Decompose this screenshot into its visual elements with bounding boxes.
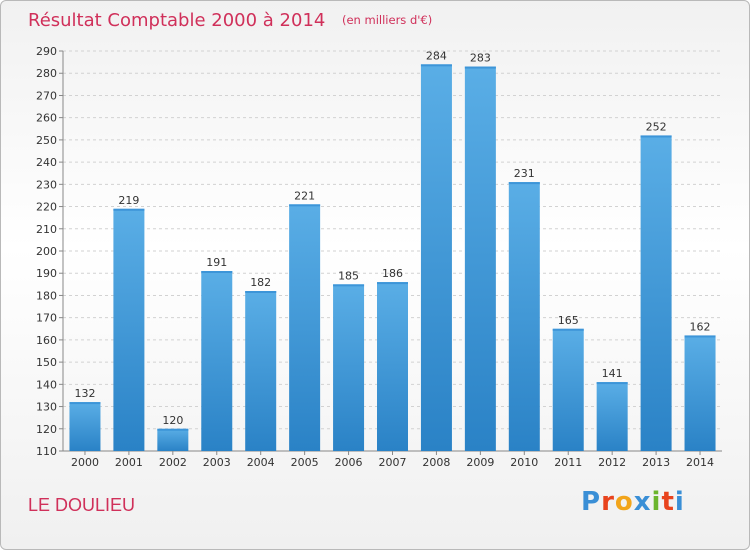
bar-top-edge <box>69 402 101 405</box>
bar-2011 <box>552 328 584 451</box>
y-tick-label: 270 <box>36 89 57 102</box>
data-label: 252 <box>646 120 667 133</box>
y-tick-label: 240 <box>36 156 57 169</box>
y-tick-label: 280 <box>36 67 57 80</box>
y-tick-label: 230 <box>36 178 57 191</box>
bar-top-edge <box>113 208 145 211</box>
commune-name: LE DOULIEU <box>28 495 136 515</box>
x-tick-label: 2008 <box>422 456 450 469</box>
chart-title: Résultat Comptable 2000 à 2014 <box>28 10 325 31</box>
bar-top-edge <box>377 282 408 285</box>
x-tick-label: 2005 <box>291 456 319 469</box>
bar-2001 <box>113 208 145 451</box>
data-label: 182 <box>250 276 271 289</box>
data-label: 141 <box>602 367 623 380</box>
bar-2006 <box>333 284 365 451</box>
bar-top-edge <box>640 135 672 138</box>
chart-unit: (en milliers d'€) <box>342 13 432 27</box>
bar-top-edge <box>684 335 716 338</box>
x-tick-label: 2001 <box>115 456 143 469</box>
bar-2000 <box>69 402 101 451</box>
logo-letter: o <box>614 487 634 517</box>
bar-2013 <box>640 135 672 451</box>
bar-top-edge <box>289 204 321 207</box>
data-label: 231 <box>514 167 535 180</box>
y-tick-label: 210 <box>36 223 57 236</box>
proxiti-logo: Proxiti <box>581 487 685 517</box>
data-label: 283 <box>470 52 491 65</box>
x-tick-label: 2003 <box>203 456 231 469</box>
bar-2014 <box>684 335 716 451</box>
y-tick-label: 120 <box>36 423 57 436</box>
y-tick-label: 200 <box>36 245 57 258</box>
y-tick-label: 250 <box>36 134 57 147</box>
axes: 110 120 130 140 150 160 170 180 190 200 210 220 230 2… <box>36 45 722 469</box>
bar-top-edge <box>245 291 277 293</box>
logo-letter: x <box>633 487 652 517</box>
x-tick-label: 2007 <box>379 456 407 469</box>
x-tick-label: 2004 <box>247 456 275 469</box>
bars: 132 219 120 191 182 221 185 186 284 283 231 165 141 2… <box>69 49 716 452</box>
bar-top-edge <box>552 328 584 331</box>
y-tick-label: 130 <box>36 401 57 414</box>
y-tick-label: 260 <box>36 112 57 125</box>
logo-letter: i <box>674 487 685 517</box>
x-tick-label: 2011 <box>554 456 582 469</box>
bar-2005 <box>289 204 321 451</box>
x-tick-label: 2013 <box>642 456 670 469</box>
y-tick-label: 190 <box>36 267 57 280</box>
logo-letter: P <box>581 487 602 517</box>
bar-2003 <box>201 271 233 451</box>
data-label: 165 <box>558 314 579 327</box>
y-tick-label: 170 <box>36 312 57 325</box>
bar-2010 <box>508 182 540 451</box>
bar-top-edge <box>508 182 540 185</box>
y-tick-label: 110 <box>36 445 57 458</box>
x-tick-label: 2010 <box>510 456 538 469</box>
data-label: 132 <box>74 387 95 400</box>
x-tick-label: 2014 <box>686 456 714 469</box>
x-tick-label: 2009 <box>466 456 494 469</box>
bar-top-edge <box>464 66 496 69</box>
bar-2009 <box>464 66 496 452</box>
y-tick-label: 150 <box>36 356 57 369</box>
bar-top-edge <box>157 428 189 431</box>
bar-2002 <box>157 428 189 451</box>
x-tick-label: 2002 <box>159 456 187 469</box>
data-label: 162 <box>690 320 711 333</box>
y-tick-label: 160 <box>36 334 57 347</box>
data-label: 191 <box>206 256 227 269</box>
data-label: 284 <box>426 49 447 62</box>
logo-letter: i <box>651 487 662 517</box>
bar-top-edge <box>596 382 628 385</box>
x-tick-label: 2006 <box>335 456 363 469</box>
data-label: 219 <box>118 194 139 207</box>
grid <box>63 50 722 452</box>
bar-top-edge <box>420 64 452 67</box>
x-tick-label: 2000 <box>71 456 99 469</box>
bar-2008 <box>420 64 452 452</box>
bar-top-edge <box>201 271 233 273</box>
logo-letter: t <box>661 487 675 517</box>
y-tick-label: 290 <box>36 45 57 58</box>
x-tick-label: 2012 <box>598 456 626 469</box>
data-label: 185 <box>338 269 359 282</box>
bar-2007 <box>377 282 408 451</box>
data-label: 186 <box>382 267 403 280</box>
y-tick-label: 220 <box>36 201 57 214</box>
bar-top-edge <box>333 284 365 287</box>
logo-letter: r <box>601 487 615 517</box>
y-tick-label: 180 <box>36 289 57 302</box>
data-label: 120 <box>162 414 183 427</box>
data-label: 221 <box>294 189 315 202</box>
bar-2012 <box>596 382 628 451</box>
bar-2004 <box>245 291 277 451</box>
y-tick-label: 140 <box>36 378 57 391</box>
